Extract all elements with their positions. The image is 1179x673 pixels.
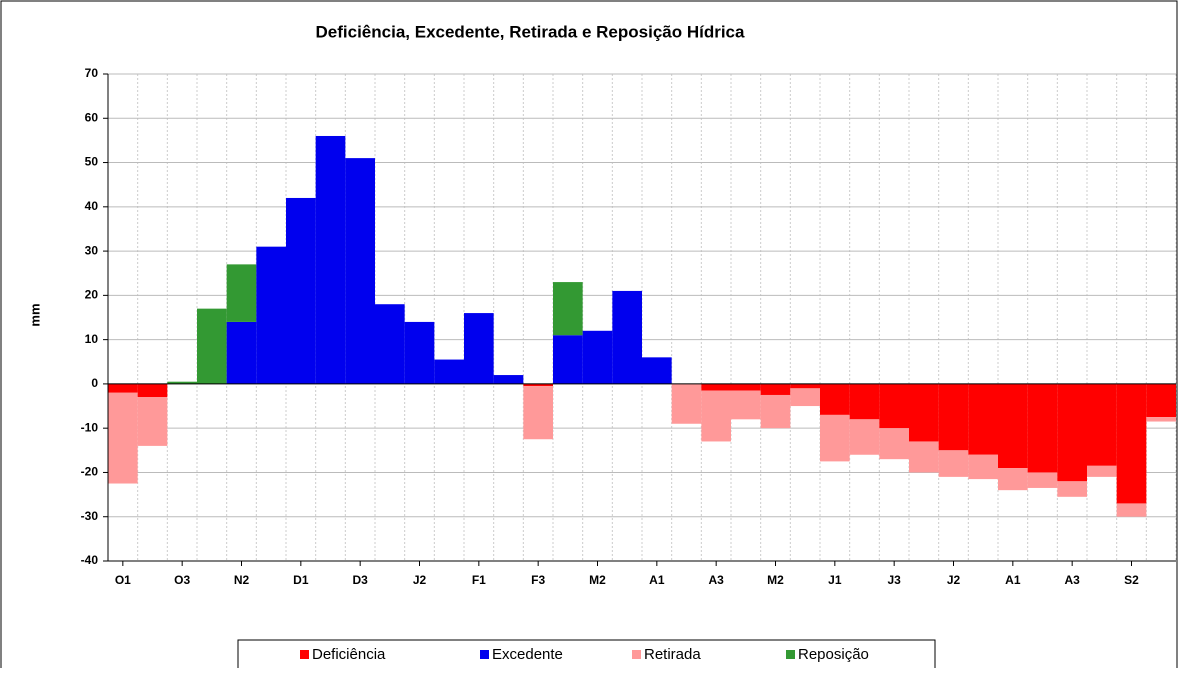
y-axis-label: mm [27, 303, 42, 326]
bar-segment [1087, 465, 1117, 477]
bar-segment [553, 335, 583, 384]
bar-segment [701, 390, 731, 442]
bar-segment [790, 388, 820, 407]
bar-segment [345, 158, 375, 384]
bar-segment [879, 383, 909, 429]
bar-segment [790, 383, 820, 389]
bar-segment [1027, 383, 1058, 473]
bar-segment [553, 282, 583, 336]
y-tick-label: 60 [85, 110, 99, 124]
y-tick-label: -30 [81, 509, 99, 523]
bar-segment [968, 383, 998, 455]
bar-segment [108, 383, 138, 393]
bar-segment [1057, 481, 1087, 497]
bar-segment [1057, 383, 1087, 482]
y-tick-label: -10 [81, 420, 99, 434]
chart-title: Deficiência, Excedente, Retirada e Repos… [316, 22, 745, 41]
legend-swatch [632, 650, 641, 659]
x-tick-label: O3 [174, 573, 190, 587]
bar-segment [167, 381, 197, 384]
bar-segment [849, 419, 880, 455]
bar-segment [523, 386, 553, 440]
legend-swatch [480, 650, 489, 659]
bar-segment [226, 264, 257, 322]
x-tick-label: J2 [413, 573, 427, 587]
bar-segment [701, 383, 731, 391]
bar-segment [375, 304, 405, 384]
x-tick-label: O1 [115, 573, 131, 587]
bar-segment [820, 383, 850, 415]
x-tick-label: D3 [352, 573, 368, 587]
x-tick-label: M2 [767, 573, 784, 587]
legend-label: Deficiência [312, 646, 386, 663]
bar-segment [760, 383, 791, 395]
bar-segment [671, 383, 702, 424]
x-tick-label: J3 [887, 573, 901, 587]
x-tick-label: M2 [589, 573, 606, 587]
x-tick-label: A3 [708, 573, 724, 587]
x-tick-label: F1 [472, 573, 486, 587]
bar-segment [137, 383, 168, 398]
bar-segment [998, 468, 1028, 491]
bar-segment [493, 375, 524, 384]
legend-swatch [786, 650, 795, 659]
bar-segment [879, 428, 909, 460]
legend-label: Retirada [644, 646, 701, 663]
y-tick-label: 10 [85, 332, 99, 346]
x-tick-label: A1 [1005, 573, 1021, 587]
bar-segment [1116, 503, 1147, 517]
bar-segment [1087, 383, 1117, 466]
bar-segment [820, 414, 850, 462]
bar-segment [286, 197, 316, 384]
bar-segment [464, 313, 494, 384]
bar-segment [998, 383, 1028, 469]
bar-segment [760, 394, 791, 429]
x-tick-label: F3 [531, 573, 545, 587]
bar-segment [731, 383, 761, 391]
x-tick-label: J1 [828, 573, 842, 587]
y-tick-label: -40 [81, 553, 99, 567]
legend-swatch [300, 650, 309, 659]
bar-segment [1146, 417, 1176, 422]
bar-segment [108, 392, 138, 484]
x-tick-label: S2 [1124, 573, 1139, 587]
bar-segment [909, 383, 939, 442]
bar-segment [582, 330, 613, 384]
y-tick-label: 50 [85, 155, 99, 169]
bar-segment [404, 321, 435, 384]
bar-segment [938, 450, 969, 477]
bar-segment [938, 383, 969, 451]
legend-label: Excedente [492, 646, 563, 663]
y-tick-label: 70 [85, 66, 99, 80]
y-tick-label: 30 [85, 243, 99, 257]
bar-segment [909, 441, 939, 473]
bar-segment [256, 246, 286, 384]
bar-segment [642, 357, 672, 384]
bar-segment [1116, 383, 1147, 504]
bar-segment [1146, 383, 1176, 418]
bar-segment [434, 359, 464, 384]
bar-segment [197, 308, 227, 384]
bar-segment [1027, 472, 1058, 488]
bar-segment [523, 383, 553, 387]
bar-segment [731, 390, 761, 420]
x-tick-label: D1 [293, 573, 309, 587]
x-tick-label: A1 [649, 573, 665, 587]
y-tick-label: -20 [81, 465, 99, 479]
x-tick-label: A3 [1064, 573, 1080, 587]
legend-label: Reposição [798, 646, 869, 663]
bar-segment [612, 290, 642, 384]
x-tick-label: J2 [947, 573, 961, 587]
y-tick-label: 0 [91, 376, 98, 390]
y-tick-label: 40 [85, 199, 99, 213]
bar-segment [849, 383, 880, 420]
bar-segment [968, 454, 998, 480]
bar-segment [226, 321, 257, 384]
bar-segment [137, 397, 168, 446]
bar-segment [315, 135, 346, 384]
x-tick-label: N2 [234, 573, 250, 587]
y-tick-label: 20 [85, 288, 99, 302]
